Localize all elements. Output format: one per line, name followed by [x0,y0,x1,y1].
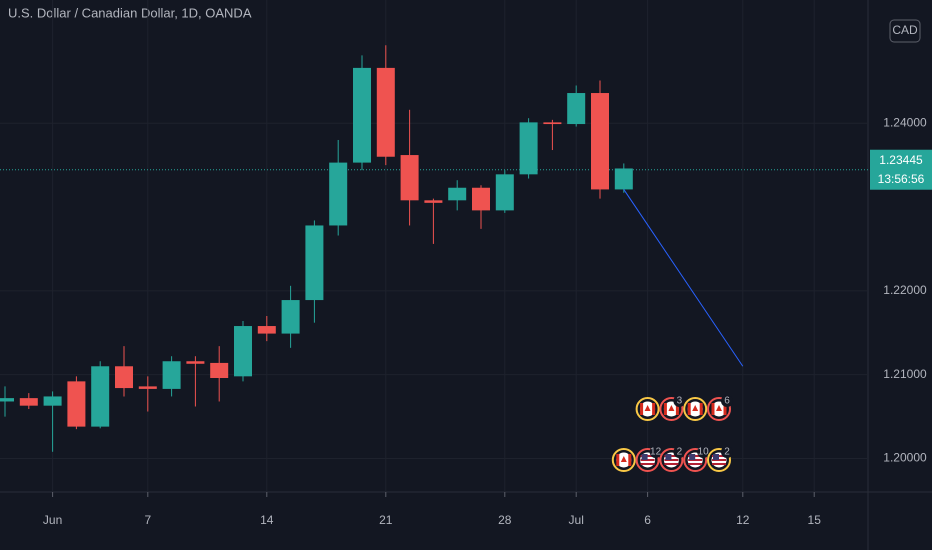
candle-body [43,396,62,406]
flag-ca-band [640,403,644,415]
flag-ca-band [616,454,620,466]
flag-ca-band [687,403,691,415]
candle-body [591,93,609,190]
event-badge [721,395,733,407]
candle-body [472,187,490,211]
currency-button-label[interactable]: CAD [892,23,918,37]
x-tick-label: Jun [43,513,62,527]
event-badge [649,446,662,458]
flag-us-canton [689,454,696,460]
candle-body [614,168,633,190]
candle-body [305,225,324,301]
candle-body [281,300,300,334]
candle-body [376,67,395,157]
y-tick-label: 1.20000 [883,451,927,465]
candle-body [353,67,371,163]
candle-body [519,122,538,175]
flag-ca-band [711,403,715,415]
event-count: 12 [650,447,662,458]
flag-ca-band [652,403,656,415]
flag-ca-leaf [620,456,627,462]
event-count: 3 [677,396,683,407]
candle-body [19,398,38,406]
flag-us-canton [713,454,719,460]
last-price-label: 1.23445 [879,153,923,167]
flag-us-canton [641,454,648,460]
currency-button[interactable] [889,19,921,43]
x-tick-label: 28 [498,513,512,527]
flag-us-stripe [712,463,726,465]
y-tick-label: 1.24000 [883,115,927,129]
flag-ca-leaf [716,405,722,411]
event-count: 2 [677,447,683,458]
event-count: 10 [698,447,710,458]
countdown-label: 13:56:56 [878,172,925,186]
last-price-label-box [870,149,932,190]
candle-body [67,381,86,427]
chart-title: U.S. Dollar / Canadian Dollar, 1D, OANDA [8,5,252,20]
x-tick-label: Jul [569,513,584,527]
trend-line [623,189,744,367]
candle-body [495,174,514,211]
flag-ca-band [663,403,667,415]
event-badge [673,395,686,407]
event-count: 2 [724,447,730,458]
flag-ca-band [675,403,679,415]
candle-body [210,362,229,379]
flag-us-stripe [688,463,703,465]
candle-body [91,366,110,427]
flag-ca-band [628,454,632,466]
candle-body [400,155,419,201]
candle-body [234,326,252,377]
candle-body [257,326,276,334]
flag-us-stripe [640,463,655,465]
flag-ca-leaf [692,405,699,411]
candle-body [543,122,562,125]
candle-body [115,366,133,389]
flag-ca-leaf [644,405,651,411]
candle-body [424,200,443,203]
y-tick-label: 1.22000 [883,283,927,297]
x-tick-label: 14 [260,513,274,527]
flag-us-canton [665,454,672,460]
candle-body [329,162,348,226]
candle-body [0,398,14,402]
event-badge [673,446,686,458]
x-tick-label: 21 [379,513,393,527]
candle-body [448,187,467,201]
flag-us-stripe [664,463,679,465]
event-count: 6 [724,396,730,407]
flag-ca-leaf [668,405,675,411]
x-tick-label: 6 [644,513,651,527]
candle-body [567,93,586,125]
event-badge [721,446,733,458]
flag-ca-band [723,403,727,415]
flag-ca-band [699,403,703,415]
x-tick-label: 12 [736,513,750,527]
x-tick-label: 7 [144,513,151,527]
candle-body [162,361,181,389]
candle-body [138,386,157,389]
event-badge [697,446,710,458]
x-tick-label: 15 [808,513,822,527]
candle-body [186,361,205,364]
y-tick-label: 1.21000 [883,367,927,381]
